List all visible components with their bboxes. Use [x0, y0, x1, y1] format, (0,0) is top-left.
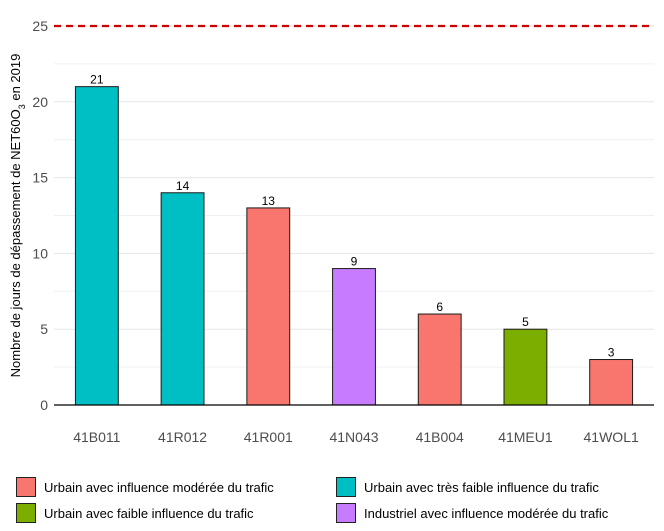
- legend-swatch: [336, 503, 356, 523]
- data-label: 3: [608, 346, 615, 360]
- legend-label: Urbain avec faible influence du trafic: [44, 505, 254, 521]
- legend-item: Urbain avec faible influence du trafic: [16, 502, 336, 524]
- y-tick-label: 20: [32, 94, 48, 110]
- x-tick-label: 41R012: [158, 429, 207, 445]
- data-label: 9: [351, 255, 358, 269]
- y-tick-label: 15: [32, 170, 48, 186]
- bar: [417, 313, 462, 406]
- legend-swatch: [16, 477, 36, 497]
- y-axis-label: Nombre de jours de dépassement de NET60O…: [8, 54, 27, 378]
- data-label: 6: [436, 300, 443, 314]
- data-label: 13: [262, 194, 276, 208]
- legend: Urbain avec influence modérée du trafic U…: [16, 476, 656, 524]
- legend-label: Urbain avec influence modérée du trafic: [44, 479, 274, 495]
- x-tick-label: 41B011: [73, 429, 120, 445]
- bar-chart: 0 5 10 15 20 25 21 41B011 14 41R012 13 41R001 9 41N04…: [8, 18, 654, 445]
- x-tick-label: 41N043: [329, 429, 378, 445]
- bar: [503, 328, 548, 406]
- y-tick-label: 10: [32, 245, 48, 261]
- legend-label: Industriel avec influence modérée du tra…: [364, 505, 609, 521]
- bar: [332, 268, 376, 406]
- y-tick-label: 5: [40, 321, 48, 337]
- y-tick-label: 0: [40, 397, 48, 413]
- legend-swatch: [16, 503, 36, 523]
- bar: [246, 207, 291, 406]
- bar: [74, 86, 119, 406]
- x-tick-label: 41B004: [416, 429, 464, 445]
- legend-item: Industriel avec influence modérée du tra…: [336, 502, 656, 524]
- legend-label: Urbain avec très faible influence du tra…: [364, 479, 599, 495]
- data-label: 21: [90, 73, 104, 87]
- data-label: 5: [522, 315, 529, 329]
- y-tick-label: 25: [32, 18, 48, 34]
- x-tick-label: 41WOL1: [584, 429, 639, 445]
- data-label: 14: [176, 179, 190, 193]
- legend-item: Urbain avec influence modérée du trafic: [16, 476, 336, 498]
- x-tick-label: 41R001: [244, 429, 293, 445]
- bar: [160, 192, 205, 406]
- legend-item: Urbain avec très faible influence du tra…: [336, 476, 656, 498]
- bar: [589, 359, 634, 406]
- legend-swatch: [336, 477, 356, 497]
- x-tick-label: 41MEU1: [498, 429, 553, 445]
